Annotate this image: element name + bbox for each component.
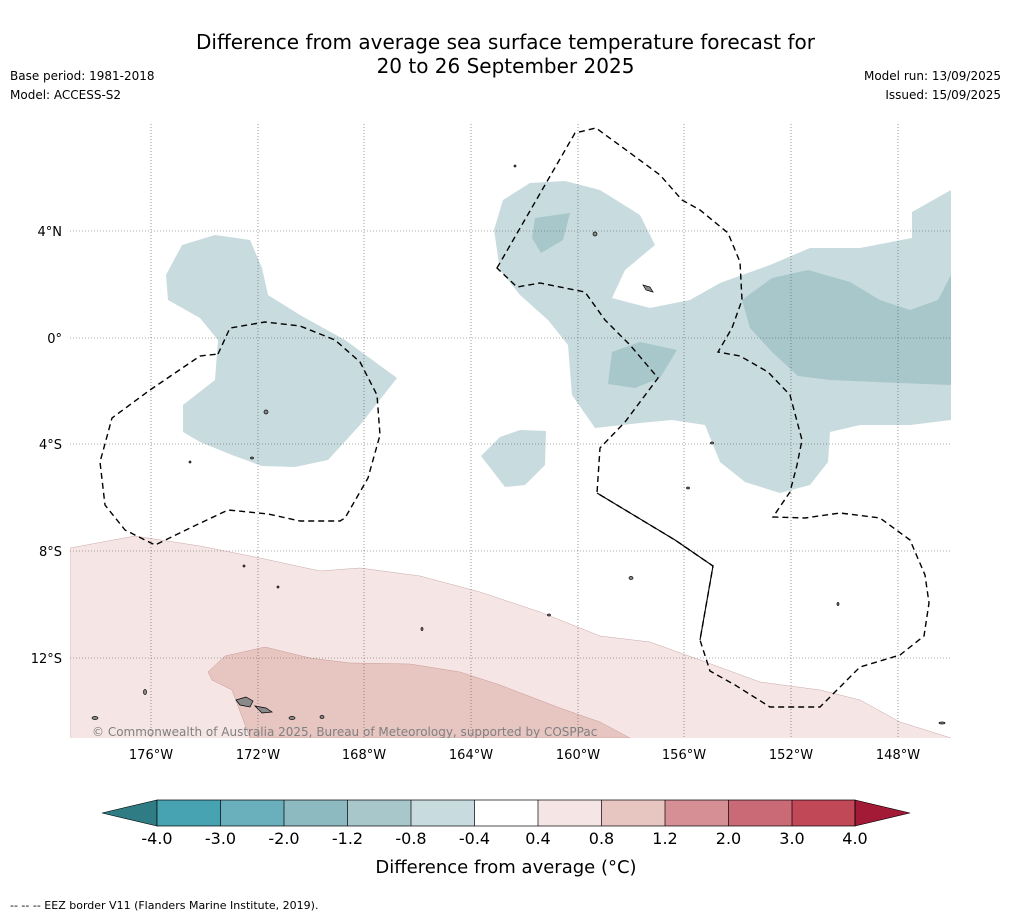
- map-field: © Commonwealth of Australia 2025, Bureau…: [70, 124, 951, 739]
- base-period: Base period: 1981-2018: [10, 69, 155, 83]
- colorbar-bin: [792, 800, 855, 826]
- lat-label: 0°: [47, 332, 62, 347]
- colorbar-tick: 2.0: [716, 829, 741, 848]
- colorbar-tick: 4.0: [842, 829, 867, 848]
- chart-title: Difference from average sea surface temp…: [0, 30, 1011, 78]
- colorbar-bin: [601, 800, 665, 826]
- colorbar-tick: -2.0: [268, 829, 299, 848]
- lat-label: 12°S: [31, 652, 62, 667]
- warm-anomaly-medium: [207, 646, 631, 738]
- colorbar-tick: -0.8: [395, 829, 426, 848]
- colorbar-bin: [538, 800, 602, 826]
- colorbar-bin: [728, 800, 792, 826]
- colorbar-bin: [474, 800, 538, 826]
- colorbar-bin: [220, 800, 284, 826]
- eez-border-west: [99, 321, 381, 546]
- lat-label: 4°S: [39, 438, 62, 453]
- cool-anomaly-west: [166, 235, 397, 467]
- colorbar-title: Difference from average (°C): [375, 857, 636, 878]
- longitude-labels: 176°W 172°W 168°W 164°W 160°W 156°W 152°…: [129, 748, 920, 763]
- colorbar-bin: [665, 800, 729, 826]
- colorbar-tick: 1.2: [652, 829, 677, 848]
- islands: [91, 164, 946, 725]
- lon-label: 152°W: [769, 748, 813, 763]
- cool-anomaly-small: [481, 430, 546, 487]
- lat-label: 8°S: [39, 545, 62, 560]
- lon-label: 156°W: [662, 748, 706, 763]
- cool-anomaly-east: [494, 181, 951, 493]
- lat-label: 4°N: [38, 225, 63, 240]
- model-run: Model run: 13/09/2025: [863, 69, 1001, 83]
- eez-border-central: [496, 127, 930, 708]
- colorbar-tick: -1.2: [332, 829, 363, 848]
- eez-borders: [99, 127, 930, 708]
- latitude-labels: 4°N 0° 4°S 8°S 12°S: [31, 225, 62, 667]
- colorbar-bin: [284, 800, 348, 826]
- colorbar-tick-labels: -4.0 -3.0 -2.0 -1.2 -0.8 -0.4 0.4 0.8 1.…: [141, 829, 867, 848]
- colorbar-tick: 0.8: [589, 829, 614, 848]
- colorbar-bin: [157, 800, 221, 826]
- lon-label: 160°W: [556, 748, 600, 763]
- lon-label: 148°W: [876, 748, 920, 763]
- cooler-anomaly-center: [608, 342, 677, 388]
- cooler-anomaly-north: [532, 213, 570, 253]
- colorbar-tick: -0.4: [459, 829, 490, 848]
- lon-label: 172°W: [236, 748, 280, 763]
- model-name: Model: ACCESS-S2: [10, 88, 122, 102]
- cooler-anomaly-east: [742, 270, 951, 385]
- colorbar-tick: 0.4: [525, 829, 550, 848]
- meta-left: Base period: 1981-2018 Model: ACCESS-S2: [10, 67, 155, 105]
- colorbar-bin: [347, 800, 411, 826]
- title-line-2: 20 to 26 September 2025: [376, 54, 635, 78]
- footnote-eez: -- -- -- EEZ border V11 (Flanders Marine…: [10, 899, 319, 912]
- solid-boundary-segment: [596, 492, 714, 641]
- colorbar-bin: [411, 800, 475, 826]
- copyright-text: © Commonwealth of Australia 2025, Bureau…: [92, 725, 597, 739]
- colorbar-extend-high: [854, 799, 911, 827]
- lon-label: 168°W: [342, 748, 386, 763]
- gridlines: [70, 124, 951, 738]
- colorbar-tick: -4.0: [141, 829, 172, 848]
- colorbar-tick: -3.0: [205, 829, 236, 848]
- colorbar-extend-low: [101, 799, 158, 827]
- colorbar: -4.0 -3.0 -2.0 -1.2 -0.8 -0.4 0.4 0.8 1.…: [101, 799, 911, 878]
- title-line-1: Difference from average sea surface temp…: [195, 30, 815, 54]
- colorbar-tick: 3.0: [779, 829, 804, 848]
- lon-label: 176°W: [129, 748, 173, 763]
- issued-date: Issued: 15/09/2025: [885, 88, 1001, 102]
- lon-label: 164°W: [449, 748, 493, 763]
- meta-right: Model run: 13/09/2025 Issued: 15/09/2025: [864, 67, 1001, 105]
